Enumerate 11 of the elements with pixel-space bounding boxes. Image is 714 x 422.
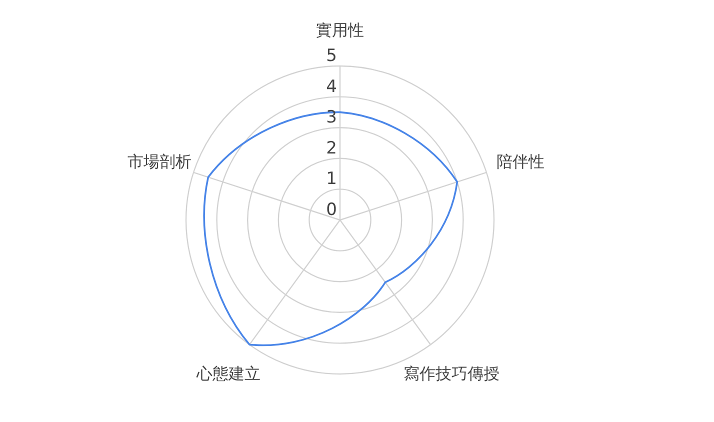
spoke-label: 實用性	[316, 20, 364, 40]
y-tick-label: 1	[326, 169, 337, 190]
spoke-label: 寫作技巧傳授	[404, 364, 500, 384]
spoke-label: 陪伴性	[496, 152, 545, 171]
y-tick-label: 5	[326, 46, 337, 66]
y-tick-label: 4	[326, 76, 337, 97]
y-tick-label: 3	[326, 108, 337, 128]
y-tick-label: 0	[326, 200, 337, 220]
spoke-label: 市場剖析	[127, 152, 192, 171]
spoke-label: 心態建立	[195, 364, 260, 384]
y-tick-label: 2	[326, 138, 337, 158]
